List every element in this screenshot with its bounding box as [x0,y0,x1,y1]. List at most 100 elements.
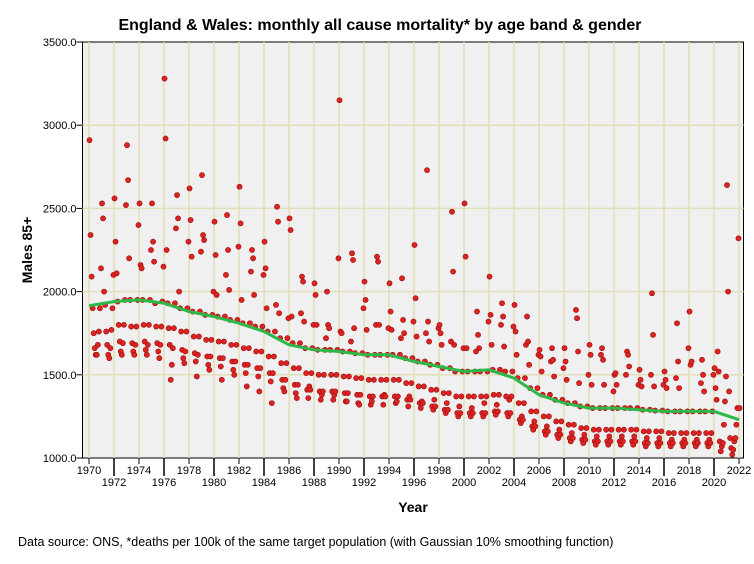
data-point [144,341,151,348]
data-point [215,338,222,345]
data-point [640,428,647,435]
data-point [356,401,363,408]
data-point [593,433,600,440]
data-point [217,363,224,370]
data-point [618,433,625,440]
data-point [311,280,318,287]
data-point [648,371,654,378]
data-point [192,358,199,365]
x-tick-label: 2006 [527,465,551,477]
data-point [682,440,689,446]
data-point [378,376,385,383]
y-tick-label: 3000.0 [43,120,77,132]
data-point [615,426,622,433]
data-point [340,373,347,380]
data-point [408,380,415,387]
data-point [213,292,220,298]
data-point [394,393,401,400]
data-point [292,390,299,397]
data-point [255,373,262,380]
data-point [207,353,214,360]
data-point [713,396,720,403]
data-point [290,365,297,372]
x-tick-label: 1970 [77,465,101,477]
data-point [423,330,429,337]
data-point [649,290,655,297]
data-point [683,430,690,436]
data-point [295,365,302,372]
data-point [125,177,131,184]
data-point [186,185,193,192]
data-point [387,308,394,315]
data-point [169,345,176,352]
data-point [576,380,583,387]
data-point [232,358,239,365]
data-point [461,200,468,207]
data-point [145,321,152,328]
x-tick-label: 1996 [402,477,426,489]
data-point [533,408,540,415]
data-point [319,388,326,395]
data-point [449,208,455,215]
data-point [368,398,375,405]
data-point [257,365,264,372]
data-point [595,426,602,433]
data-point [710,371,717,378]
data-point [273,302,279,308]
data-point [587,351,594,358]
data-point [474,308,480,315]
data-point [140,321,147,328]
data-point [623,371,629,378]
chart-title: England & Wales: monthly all cause morta… [118,17,641,34]
data-point [262,265,269,272]
data-point [598,351,604,358]
data-point [478,393,485,400]
data-point [224,212,230,218]
data-point [115,321,122,328]
y-tick-label: 1500.0 [43,370,77,382]
data-point [476,345,483,352]
data-point [219,355,226,362]
data-point [138,265,145,272]
data-point [510,323,517,330]
data-point [582,436,589,443]
data-point [248,268,254,275]
data-point [633,426,640,433]
data-point [157,341,164,348]
x-tick-label: 1980 [202,477,226,489]
data-point [323,335,329,342]
data-point [676,385,683,392]
x-tick-label: 1978 [177,465,201,477]
data-point [282,376,289,383]
x-tick-label: 2004 [502,477,526,489]
data-point [590,426,597,433]
data-point [348,338,354,345]
data-point [126,255,133,262]
data-point [399,275,405,282]
data-point [220,338,227,345]
data-point [532,423,539,430]
data-point [230,366,237,373]
data-point [694,440,701,446]
data-point [544,428,551,435]
data-point [299,273,305,280]
data-point [608,426,615,433]
data-point [343,398,350,405]
x-tick-label: 1972 [102,477,126,489]
data-point [123,202,129,208]
data-point [168,361,175,368]
data-point [431,396,438,403]
data-point [436,321,443,328]
data-point [315,371,322,378]
data-point [88,273,95,280]
data-point [453,393,460,400]
data-point [570,421,577,428]
data-point [163,247,170,253]
plot-area [82,41,744,459]
x-tick-label: 2022 [727,465,751,477]
data-point [651,383,658,390]
data-point [606,433,613,440]
x-tick-label: 1982 [227,465,251,477]
data-point [524,313,530,320]
data-point [736,405,743,411]
